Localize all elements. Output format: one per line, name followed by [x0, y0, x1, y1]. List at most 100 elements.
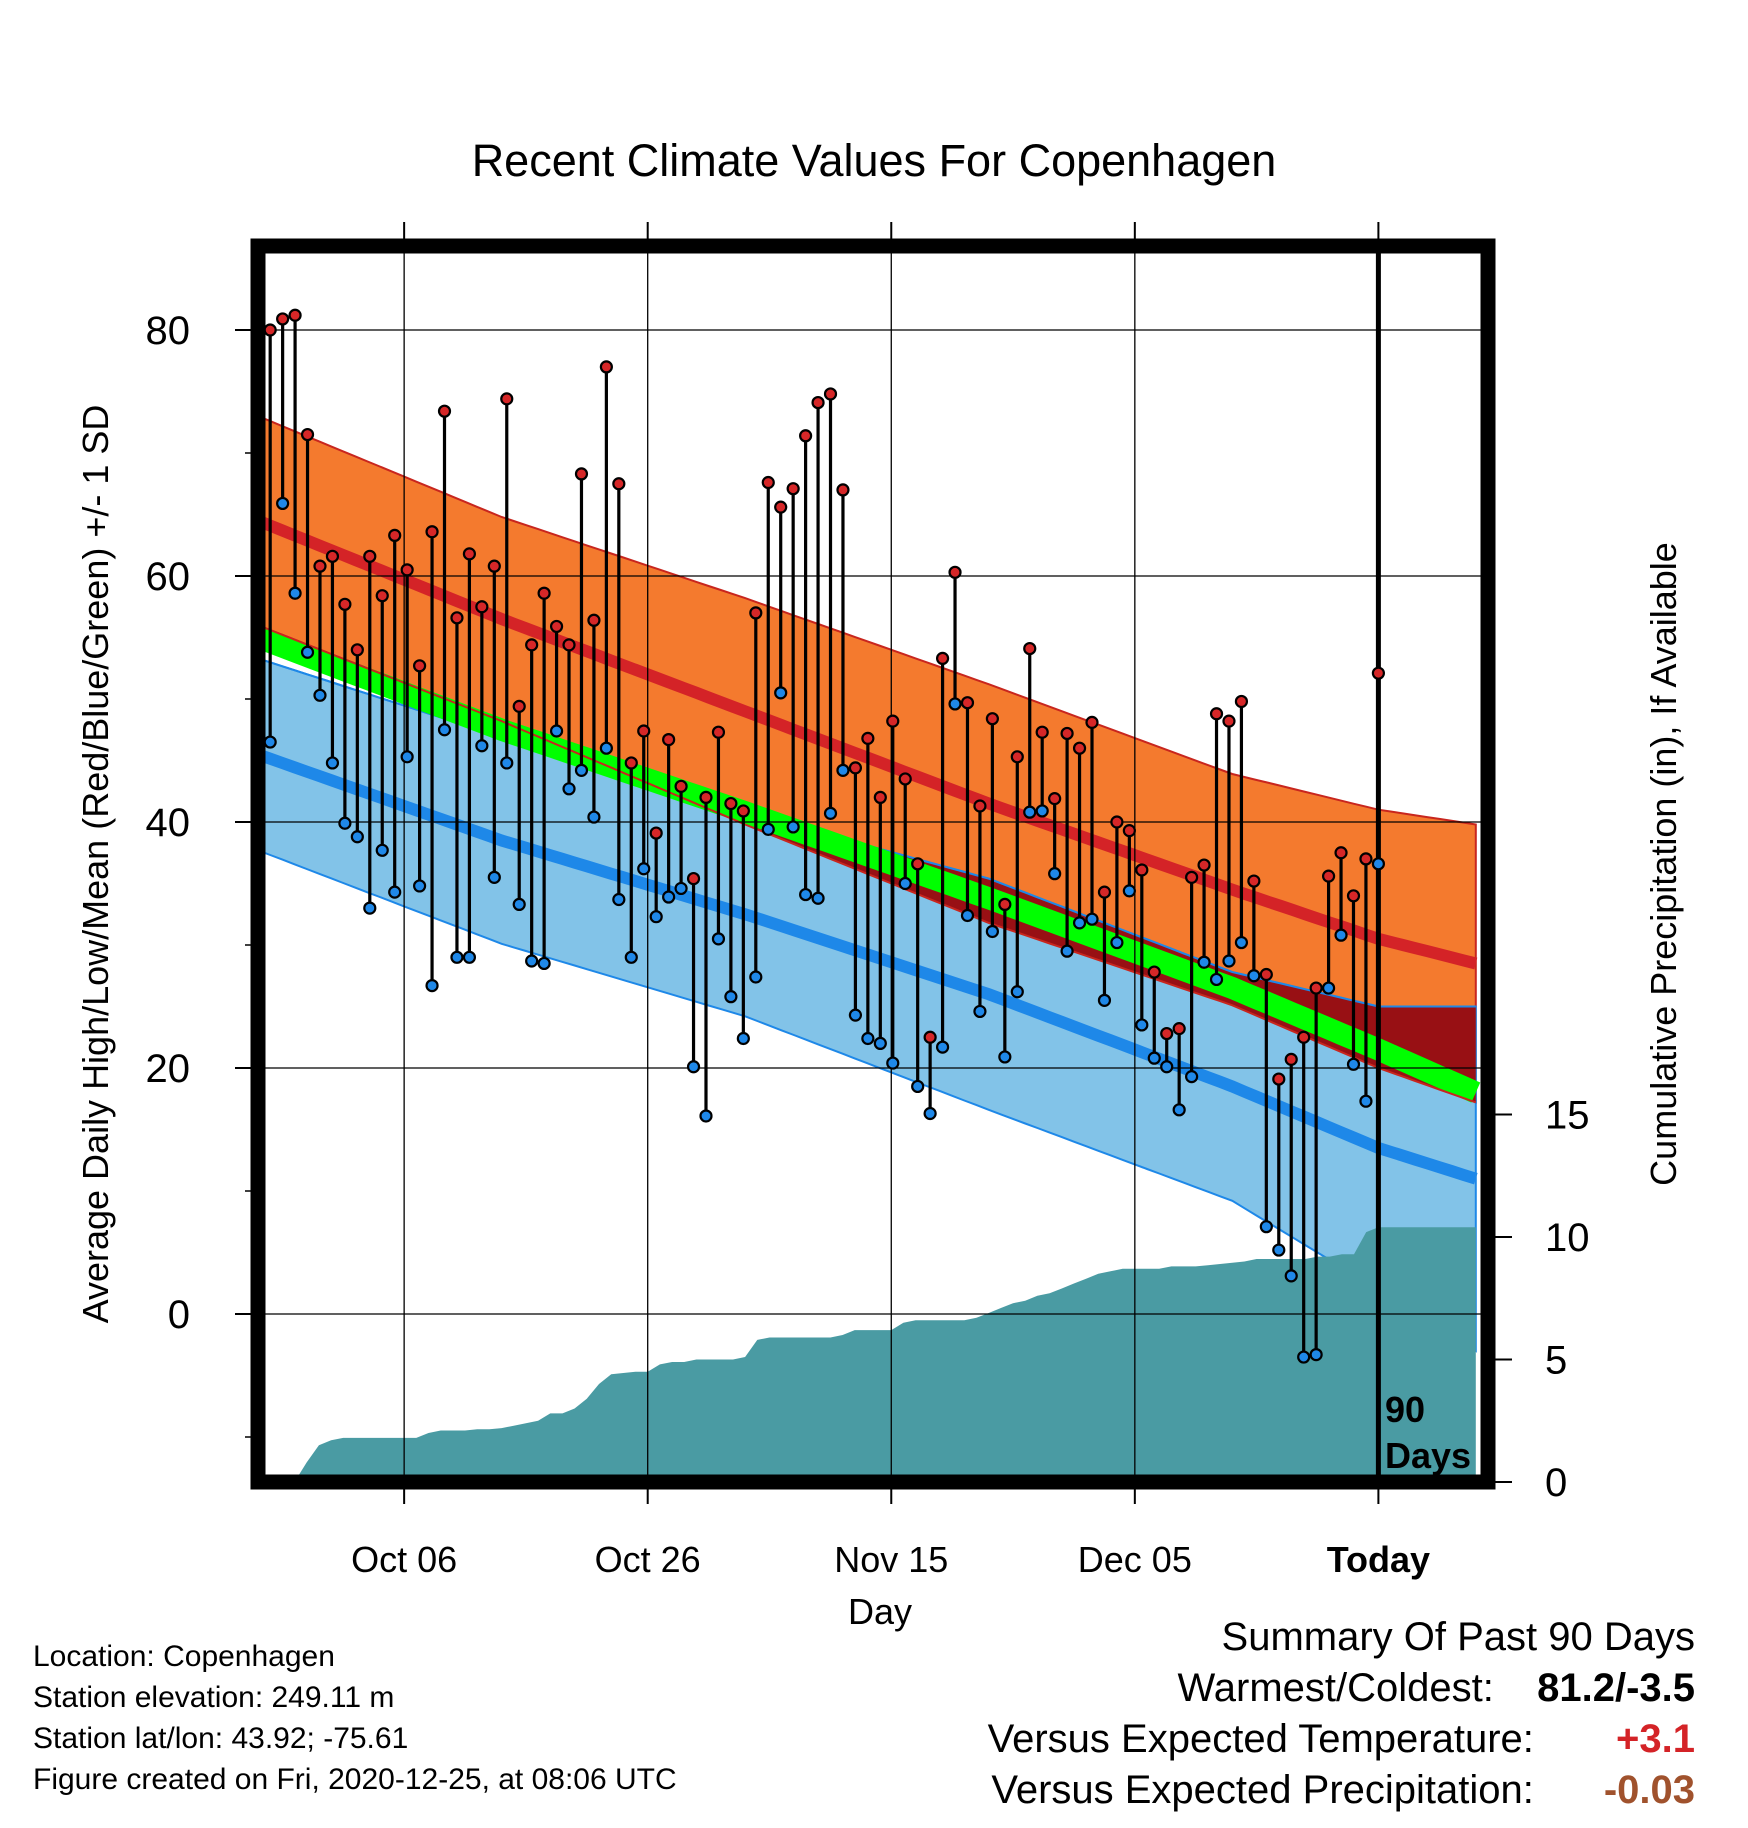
low-point [911, 1079, 925, 1094]
high-point [325, 549, 340, 563]
low-point [587, 810, 601, 824]
low-point [624, 950, 638, 964]
high-point [1135, 863, 1149, 877]
high-point [761, 475, 775, 490]
high-point [674, 779, 688, 793]
elevation-text: Station elevation: 249.11 m [33, 1681, 395, 1714]
high-point [1222, 714, 1236, 728]
high-point [624, 756, 638, 770]
low-point [338, 816, 352, 830]
high-point [1359, 852, 1373, 866]
high-point [861, 731, 875, 745]
low-point [1122, 884, 1136, 898]
high-point [612, 477, 626, 491]
high-point [599, 360, 613, 374]
low-point [1147, 1051, 1161, 1065]
high-point [1197, 858, 1211, 872]
high-point [1060, 726, 1074, 741]
high-point [724, 796, 738, 811]
today-label-line1: 90 [1385, 1389, 1425, 1430]
low-point [649, 910, 663, 924]
high-point [1185, 870, 1199, 884]
low-point [861, 1031, 875, 1046]
summary-title: Summary Of Past 90 Days [1221, 1615, 1695, 1659]
high-point [400, 563, 414, 577]
low-point [724, 990, 738, 1004]
high-point [350, 643, 364, 657]
low-point [960, 908, 975, 923]
high-point [587, 613, 601, 627]
low-point [761, 822, 775, 836]
high-point [462, 547, 477, 561]
low-point [500, 756, 514, 770]
low-point [985, 924, 999, 939]
axes: 0 20 40 60 80 0 5 10 15 Oct 06 Oct 26 Nov 15 Dec 05 T… [146, 222, 1590, 1580]
high-point [1010, 750, 1024, 764]
low-point [1160, 1060, 1174, 1074]
high-point [1297, 1030, 1311, 1044]
low-point [774, 686, 788, 700]
low-point [1110, 935, 1124, 950]
x-tick-label: Oct 26 [595, 1539, 701, 1580]
low-point [1259, 1220, 1273, 1234]
high-point [649, 826, 663, 840]
summary-precip-row: Versus Expected Precipitation: -0.03 [988, 1765, 1695, 1816]
low-point [935, 1040, 950, 1054]
high-point [1085, 715, 1099, 729]
high-point [363, 549, 377, 563]
low-point [1010, 985, 1024, 999]
high-point [898, 772, 912, 786]
low-point [1035, 804, 1049, 818]
high-point [637, 724, 651, 738]
high-point [699, 790, 713, 805]
low-point [1334, 928, 1348, 942]
high-point [873, 790, 887, 805]
low-point [1172, 1103, 1186, 1117]
high-point [1147, 965, 1161, 979]
high-point [1172, 1022, 1186, 1036]
y-tick-label: 60 [146, 555, 191, 599]
high-point [749, 606, 763, 620]
low-point [1272, 1243, 1286, 1257]
low-point [686, 1060, 701, 1074]
low-point [1321, 981, 1336, 995]
low-point [512, 897, 526, 912]
x-tick-label: Nov 15 [834, 1539, 948, 1580]
created-text: Figure created on Fri, 2020-12-25, at 08… [33, 1763, 677, 1796]
high-point [935, 651, 950, 666]
low-point [537, 956, 551, 971]
y2-tick-label: 10 [1545, 1216, 1590, 1260]
plot-frame [250, 238, 1496, 1490]
daily-observations [263, 308, 1385, 1364]
high-point [1023, 641, 1037, 656]
low-point [1048, 867, 1062, 881]
low-point [1209, 972, 1224, 987]
low-point [1371, 857, 1385, 871]
high-point [425, 525, 439, 539]
high-point [1284, 1052, 1298, 1066]
warmest-label: Warmest/Coldest: [1177, 1666, 1494, 1710]
y2-tick-label: 15 [1545, 1094, 1590, 1138]
high-point [662, 732, 676, 747]
low-point [562, 782, 576, 796]
low-point [300, 645, 315, 659]
low-point [786, 820, 800, 834]
precip-value: -0.03 [1603, 1768, 1695, 1812]
x-tick-label: Today [1327, 1539, 1430, 1580]
y-tick-label: 40 [146, 801, 191, 845]
low-point [662, 890, 676, 904]
low-point [574, 763, 589, 777]
x-tick-label: Oct 06 [351, 1539, 457, 1580]
high-point [549, 619, 564, 634]
chart-title: Recent Climate Values For Copenhagen [472, 135, 1277, 186]
low-point [425, 978, 439, 993]
high-point [300, 427, 315, 442]
y-tick-label: 20 [146, 1047, 191, 1091]
high-point [1160, 1026, 1174, 1041]
high-point [960, 696, 975, 710]
high-point [1122, 824, 1136, 838]
high-point [1234, 694, 1249, 709]
high-point [823, 387, 838, 401]
high-point [487, 559, 501, 573]
high-point [799, 429, 813, 443]
